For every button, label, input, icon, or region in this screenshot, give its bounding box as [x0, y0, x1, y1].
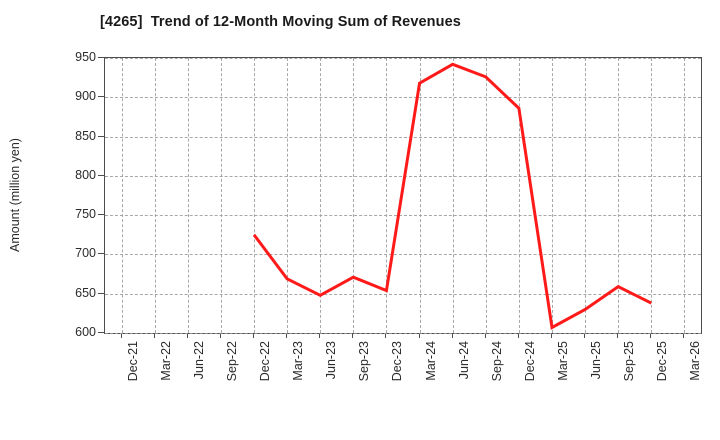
- gridline-vertical: [419, 58, 421, 333]
- gridline-vertical: [121, 58, 123, 333]
- gridline-vertical: [320, 58, 322, 333]
- gridline-vertical: [254, 58, 255, 333]
- gridline-horizontal: [105, 254, 701, 256]
- gridline-horizontal: [105, 58, 701, 59]
- gridline-vertical: [518, 58, 520, 333]
- gridline-horizontal: [105, 333, 701, 334]
- y-axis-tick-label: 600: [75, 325, 96, 339]
- y-axis-tick-label: 950: [75, 50, 96, 64]
- gridline-horizontal: [105, 97, 701, 99]
- x-axis-tick-label: Mar-23: [291, 341, 306, 381]
- gridline-vertical: [154, 58, 156, 333]
- y-axis-tick-label: 900: [75, 89, 96, 104]
- gridline-horizontal: [105, 215, 701, 217]
- gridline-horizontal: [105, 293, 701, 295]
- gridline-vertical: [386, 58, 388, 333]
- y-axis-tick-label: 800: [75, 167, 96, 182]
- x-axis-tick-label: Sep-23: [357, 341, 372, 382]
- gridline-vertical: [353, 58, 355, 333]
- gridline-vertical: [585, 58, 587, 333]
- x-axis-tick-label: Dec-25: [655, 341, 670, 382]
- gridline-vertical: [485, 58, 487, 333]
- x-axis-tick-label: Dec-21: [125, 341, 140, 382]
- x-axis-tick-label: Mar-24: [423, 341, 438, 381]
- chart-title: [4265] Trend of 12-Month Moving Sum of R…: [100, 14, 461, 30]
- x-axis-tick-label: Mar-25: [556, 341, 570, 381]
- y-axis-tick-label: 650: [75, 285, 96, 300]
- y-axis-title-text: Amount (million yen): [8, 138, 22, 252]
- gridline-vertical: [287, 58, 289, 333]
- y-axis-tick-label: 850: [75, 128, 96, 143]
- gridline-vertical: [651, 58, 653, 333]
- x-axis-tick-label: Sep-22: [224, 341, 239, 382]
- x-axis-tick-label: Sep-24: [489, 341, 504, 382]
- gridline-vertical: [618, 58, 620, 333]
- x-axis-tick-label: Jun-22: [191, 341, 206, 380]
- x-axis-tick-label: Jun-25: [589, 341, 604, 380]
- data-series-line: [252, 62, 652, 330]
- x-axis-tick-label: Dec-22: [258, 341, 272, 382]
- gridline-horizontal: [105, 175, 701, 177]
- gridline-vertical: [684, 58, 686, 333]
- x-axis-tick-label: Dec-24: [522, 341, 537, 382]
- x-axis-tick-label: Dec-23: [390, 341, 405, 382]
- gridline-vertical: [220, 58, 222, 333]
- plot-area: [104, 57, 702, 334]
- gridline-horizontal: [105, 136, 701, 138]
- x-axis-tick-label: Jun-24: [456, 341, 471, 380]
- y-axis-tick-label: 700: [75, 246, 96, 261]
- y-axis-title: Amount (million yen): [2, 0, 28, 390]
- gridline-vertical: [552, 58, 553, 333]
- x-axis-tick-label: Sep-25: [622, 341, 637, 382]
- x-axis-tick-label: Jun-23: [324, 341, 339, 380]
- x-axis-tick-label: Mar-22: [158, 341, 173, 381]
- gridline-vertical: [187, 58, 189, 333]
- x-axis-tick-label: Mar-26: [688, 341, 703, 381]
- y-axis-tick-label: 750: [75, 207, 96, 222]
- gridline-vertical: [452, 58, 454, 333]
